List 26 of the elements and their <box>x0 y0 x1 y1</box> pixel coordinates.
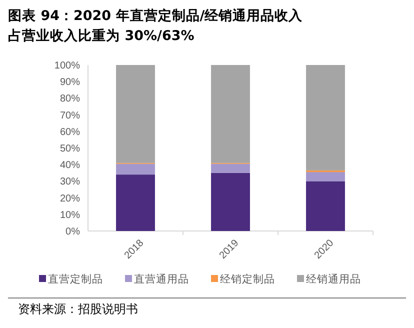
bar <box>306 172 345 182</box>
bar <box>306 65 345 170</box>
y-tick-label: 0% <box>66 226 80 238</box>
y-tick-label: 70% <box>60 110 80 122</box>
y-tick-label: 90% <box>60 77 80 88</box>
bar <box>211 172 250 231</box>
bar <box>116 65 155 163</box>
bar <box>306 181 345 231</box>
legend-label: 直营定制品 <box>48 272 103 286</box>
y-tick-label: 60% <box>60 126 80 138</box>
y-tick-label: 50% <box>60 144 80 154</box>
text: 资料来源：招股说明书 <box>18 302 138 316</box>
bar <box>211 164 250 173</box>
legend-label: 经销通用品 <box>306 272 361 286</box>
y-tick-label: 100% <box>54 60 80 72</box>
y-tick-label: 80% <box>60 94 80 105</box>
bar <box>211 65 250 163</box>
legend-label: 直营通用品 <box>134 272 189 286</box>
chart-title: 图表 94：2020 年直营定制品/经销通用品收入占营业收入比重为 30%/63% <box>8 7 304 44</box>
legend-label: 经销定制品 <box>220 272 275 286</box>
y-tick-label: 30% <box>60 176 80 188</box>
y-tick-label: 40% <box>60 160 80 172</box>
bar <box>116 164 155 175</box>
y-tick-label: 10% <box>60 210 80 221</box>
bar <box>116 174 155 231</box>
y-tick-label: 20% <box>60 193 80 204</box>
